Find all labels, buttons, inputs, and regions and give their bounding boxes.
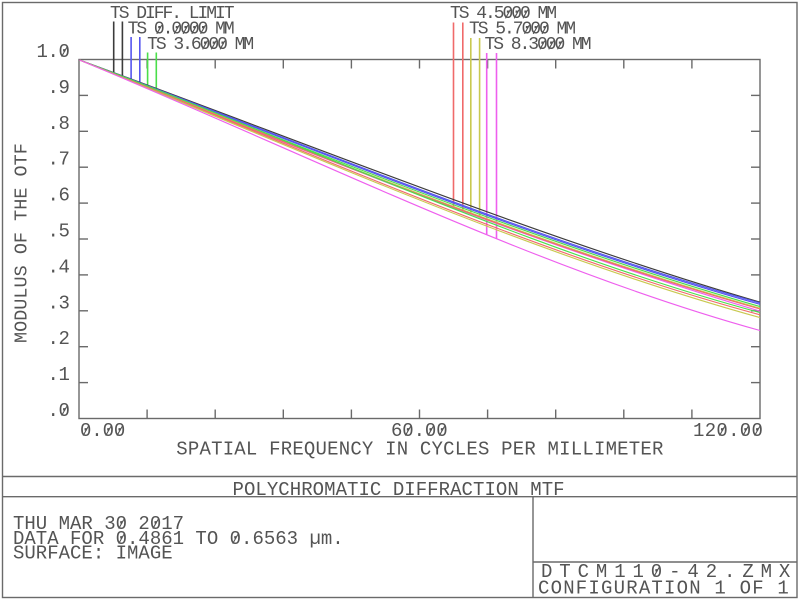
svg-text:SURFACE: IMAGE: SURFACE: IMAGE [13,543,173,565]
svg-text:.4: .4 [48,256,70,278]
svg-text:TS 3.6000 MM: TS 3.6000 MM [147,35,253,55]
svg-text:.9: .9 [48,77,70,99]
svg-text:0.00: 0.00 [80,420,125,442]
svg-text:60.00: 60.00 [391,420,448,442]
svg-text:.3: .3 [48,292,70,314]
svg-text:CONFIGURATION 1 OF 1: CONFIGURATION 1 OF 1 [538,578,790,600]
svg-text:TS 0.0000 MM: TS 0.0000 MM [128,20,234,40]
svg-text:DATA FOR 0.4861 TO 0.6563 µm.: DATA FOR 0.4861 TO 0.6563 µm. [13,528,344,550]
svg-text:.7: .7 [48,149,70,171]
svg-text:TS 8.3000 MM: TS 8.3000 MM [485,35,591,55]
svg-text:.2: .2 [48,328,70,350]
svg-text:.0: .0 [48,400,70,422]
svg-text:120.00: 120.00 [693,420,763,442]
svg-text:SPATIAL FREQUENCY IN CYCLES PE: SPATIAL FREQUENCY IN CYCLES PER MILLIMET… [176,439,663,461]
svg-text:.6: .6 [48,185,70,207]
svg-text:TS DIFF. LIMIT: TS DIFF. LIMIT [110,4,235,24]
svg-text:1.0: 1.0 [37,41,70,63]
svg-text:DTCM110-42.ZMX: DTCM110-42.ZMX [541,561,797,583]
svg-text:TS 5.7000 MM: TS 5.7000 MM [469,20,575,40]
svg-text:POLYCHROMATIC DIFFRACTION MTF: POLYCHROMATIC DIFFRACTION MTF [233,479,565,501]
svg-text:MODULUS OF THE OTF: MODULUS OF THE OTF [11,143,32,343]
svg-text:THU MAR 30 2017: THU MAR 30 2017 [13,513,184,535]
svg-text:.5: .5 [48,221,70,243]
svg-text:.1: .1 [48,364,70,386]
svg-text:TS 4.5000 MM: TS 4.5000 MM [450,4,556,24]
svg-text:.8: .8 [48,113,70,135]
